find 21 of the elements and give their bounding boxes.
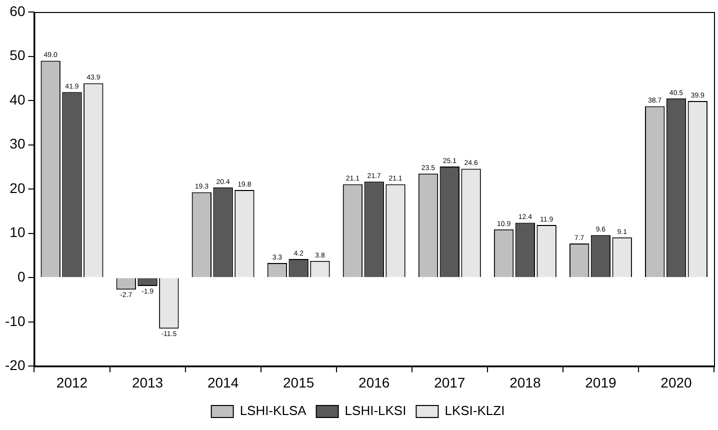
y-tick-label: -20 — [5, 357, 26, 374]
x-tick-label: 2015 — [283, 374, 314, 390]
y-tick-label: 20 — [10, 180, 26, 196]
x-tick-label: 2016 — [358, 374, 390, 390]
y-tick-label: 0 — [17, 268, 26, 285]
x-tick-label: 2017 — [434, 374, 466, 390]
y-tick-label: 50 — [10, 47, 26, 64]
legend-label: LKSI-KLZI — [444, 403, 505, 418]
y-tick-label: 30 — [10, 136, 26, 152]
y-tick-label: -10 — [5, 312, 26, 329]
x-tick-label: 2018 — [510, 374, 541, 390]
x-tick-label: 2013 — [132, 374, 164, 390]
y-tick-label: 10 — [10, 224, 26, 240]
x-tick-label: 2019 — [585, 374, 616, 390]
x-tick-label: 2014 — [207, 374, 239, 390]
legend-label: LSHI-KLSA — [240, 403, 307, 418]
y-tick-label: 40 — [10, 91, 26, 108]
legend-label: LSHI-LKSI — [344, 403, 406, 418]
x-tick-label: 2012 — [56, 374, 88, 390]
x-tick-label: 2020 — [660, 374, 692, 390]
y-tick-label: 60 — [10, 2, 26, 19]
